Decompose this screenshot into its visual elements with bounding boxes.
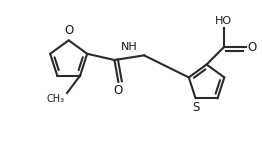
Text: CH₃: CH₃	[47, 94, 65, 104]
Text: O: O	[64, 24, 73, 37]
Text: NH: NH	[121, 42, 138, 52]
Text: HO: HO	[215, 16, 232, 26]
Text: O: O	[247, 41, 256, 54]
Text: O: O	[114, 84, 123, 97]
Text: S: S	[192, 101, 199, 114]
